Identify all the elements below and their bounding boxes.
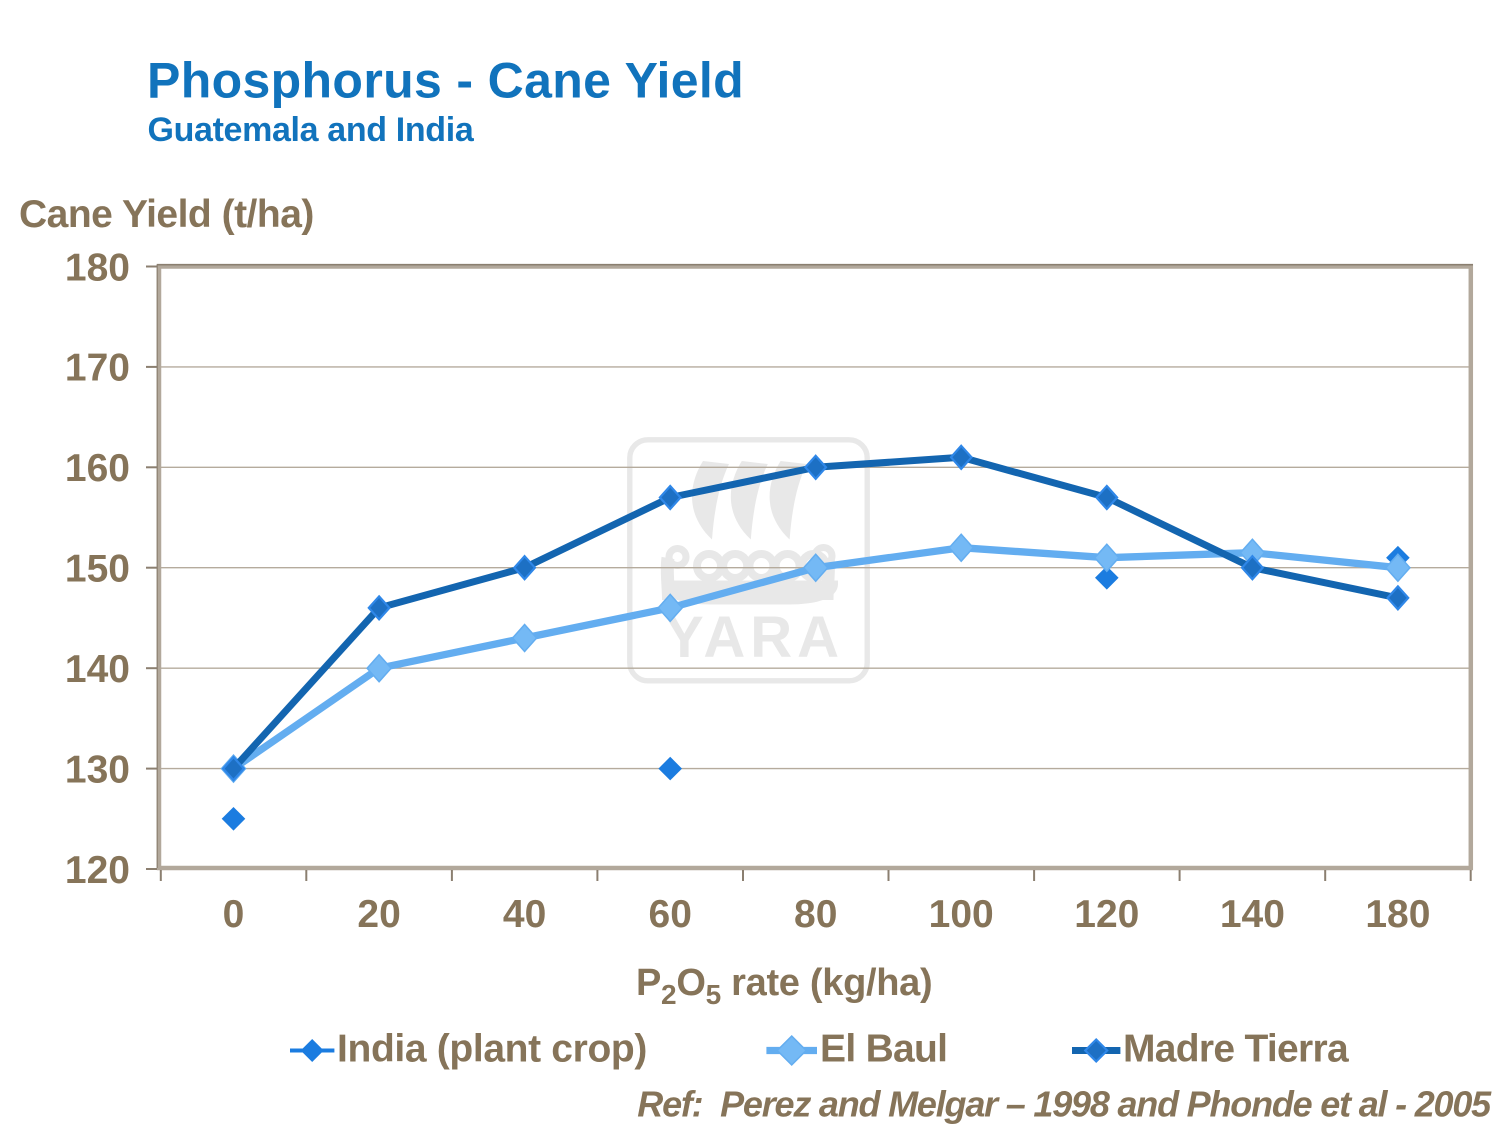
svg-text:YARA: YARA [665,605,844,670]
svg-text:100: 100 [929,893,994,936]
svg-text:130: 130 [65,748,130,791]
svg-text:20: 20 [357,893,400,936]
svg-text:180: 180 [1365,893,1430,936]
svg-text:Guatemala and India: Guatemala and India [148,111,475,149]
svg-text:140: 140 [65,648,130,691]
svg-text:Madre Tierra: Madre Tierra [1123,1028,1349,1071]
svg-text:Ref: Perez and Melgar – 1998: Ref: Perez and Melgar – 1998 and Phonde … [637,1083,1492,1124]
svg-text:40: 40 [503,893,546,936]
svg-text:170: 170 [65,347,130,390]
svg-text:Cane Yield (t/ha): Cane Yield (t/ha) [19,193,314,236]
svg-text:India (plant crop): India (plant crop) [337,1028,647,1071]
svg-text:160: 160 [65,447,130,490]
svg-text:120: 120 [65,849,130,892]
svg-text:El Baul: El Baul [820,1028,947,1071]
svg-text:80: 80 [794,893,837,936]
svg-text:P2O5 rate (kg/ha): P2O5 rate (kg/ha) [636,962,932,1010]
svg-text:120: 120 [1074,893,1139,936]
svg-text:140: 140 [1220,893,1285,936]
svg-text:180: 180 [65,246,130,289]
svg-text:0: 0 [223,893,245,936]
svg-text:60: 60 [649,893,692,936]
svg-text:150: 150 [65,548,130,591]
svg-text:Phosphorus - Cane Yield: Phosphorus - Cane Yield [147,53,744,109]
